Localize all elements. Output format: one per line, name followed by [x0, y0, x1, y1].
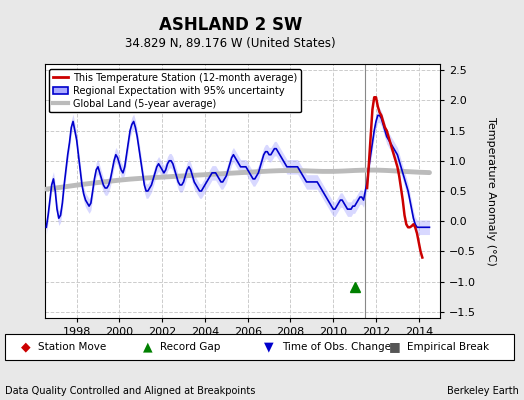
Y-axis label: Temperature Anomaly (°C): Temperature Anomaly (°C) — [486, 117, 496, 265]
Text: Station Move: Station Move — [38, 342, 106, 352]
FancyBboxPatch shape — [5, 334, 514, 360]
Text: Data Quality Controlled and Aligned at Breakpoints: Data Quality Controlled and Aligned at B… — [5, 386, 256, 396]
Text: Time of Obs. Change: Time of Obs. Change — [282, 342, 391, 352]
Text: ASHLAND 2 SW: ASHLAND 2 SW — [159, 16, 302, 34]
Text: Berkeley Earth: Berkeley Earth — [447, 386, 519, 396]
Text: ▼: ▼ — [265, 340, 274, 354]
Text: Empirical Break: Empirical Break — [407, 342, 489, 352]
Text: ■: ■ — [389, 340, 401, 354]
Text: ▲: ▲ — [143, 340, 152, 354]
Text: ◆: ◆ — [20, 340, 30, 354]
Text: 34.829 N, 89.176 W (United States): 34.829 N, 89.176 W (United States) — [125, 37, 336, 50]
Text: Record Gap: Record Gap — [160, 342, 221, 352]
Legend: This Temperature Station (12-month average), Regional Expectation with 95% uncer: This Temperature Station (12-month avera… — [49, 69, 301, 112]
